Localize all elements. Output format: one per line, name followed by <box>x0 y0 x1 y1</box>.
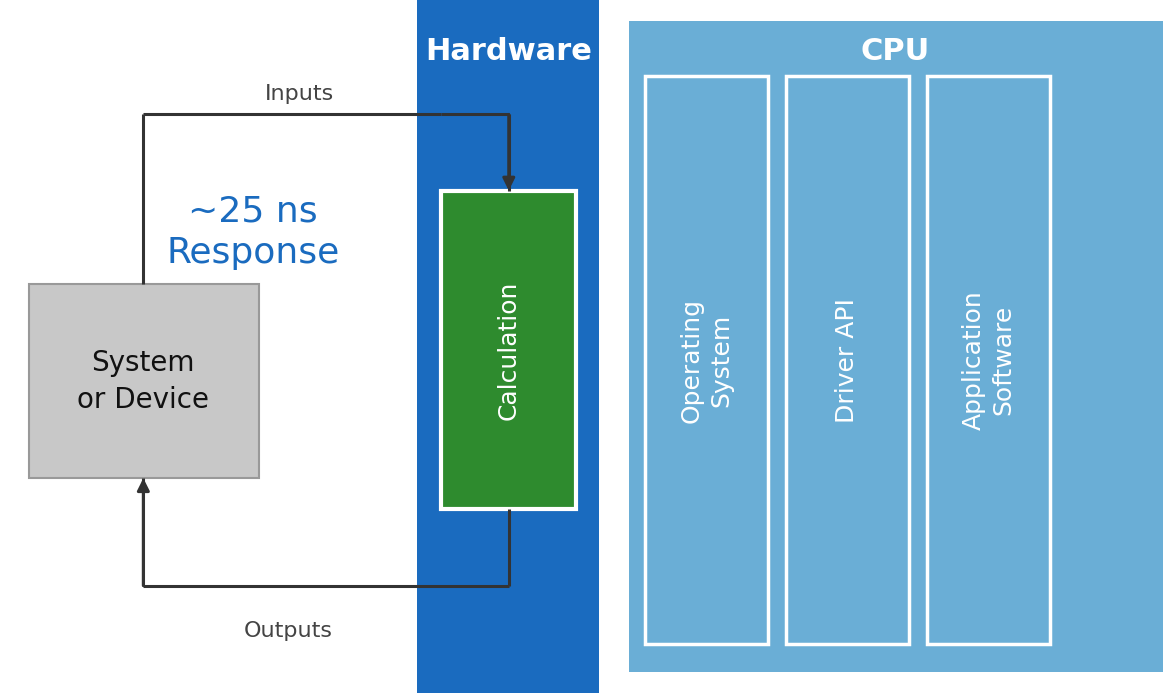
Bar <box>29 284 258 478</box>
Text: Driver API: Driver API <box>835 298 859 423</box>
Text: Outputs: Outputs <box>243 621 333 640</box>
Text: Application
Software: Application Software <box>961 290 1015 430</box>
Bar <box>927 76 1050 644</box>
Text: Operating
System: Operating System <box>679 298 733 423</box>
Bar <box>786 76 909 644</box>
Bar <box>441 191 576 509</box>
Text: System
or Device: System or Device <box>78 349 209 414</box>
Text: Calculation: Calculation <box>497 280 521 420</box>
Text: ~25 ns
Response: ~25 ns Response <box>166 194 340 270</box>
Bar <box>645 76 768 644</box>
Bar <box>417 0 599 693</box>
Text: Inputs: Inputs <box>266 84 334 103</box>
Text: Hardware: Hardware <box>425 37 592 67</box>
Bar <box>629 21 1163 672</box>
Text: CPU: CPU <box>861 37 929 67</box>
